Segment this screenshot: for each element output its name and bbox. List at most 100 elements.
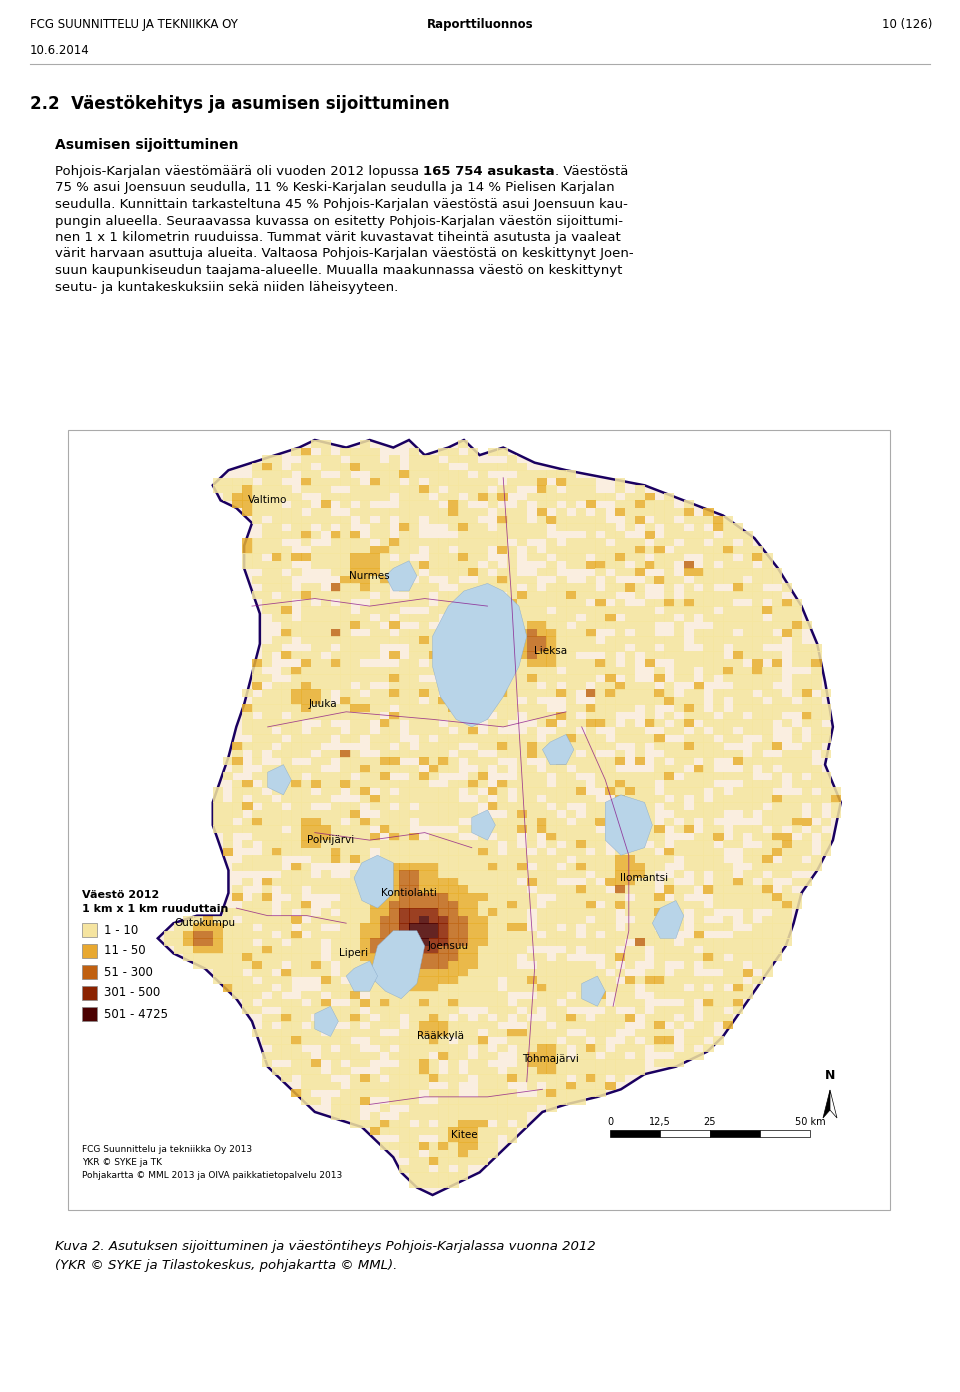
Bar <box>350 976 360 984</box>
Bar <box>301 621 311 629</box>
Bar <box>330 1082 341 1090</box>
Bar <box>330 674 341 682</box>
Bar <box>576 976 587 984</box>
Bar <box>252 576 262 585</box>
Bar <box>732 720 743 728</box>
Bar <box>340 493 350 501</box>
Text: suun kaupunkiseudun taajama-alueelle. Muualla maakunnassa väestö on keskittynyt: suun kaupunkiseudun taajama-alueelle. Mu… <box>55 264 622 277</box>
Bar <box>664 500 675 508</box>
Bar <box>753 636 763 644</box>
Bar <box>203 923 213 931</box>
Bar <box>488 901 498 909</box>
Bar <box>409 901 420 909</box>
Bar <box>458 1134 468 1143</box>
Bar <box>321 885 331 894</box>
Bar <box>615 817 625 825</box>
Bar <box>674 658 684 667</box>
Bar <box>478 1013 488 1022</box>
Bar <box>753 546 763 554</box>
Bar <box>595 984 606 991</box>
Bar <box>242 960 252 969</box>
Bar <box>713 832 724 841</box>
Bar <box>546 832 557 841</box>
Bar <box>252 825 262 832</box>
Bar <box>527 523 537 532</box>
Bar <box>272 636 282 644</box>
Bar <box>704 908 713 916</box>
Bar <box>704 780 713 788</box>
Bar <box>488 493 498 501</box>
Bar <box>732 749 743 757</box>
Bar <box>272 945 282 954</box>
Bar <box>713 592 724 599</box>
Bar <box>811 658 822 667</box>
Bar <box>419 500 429 508</box>
Bar <box>507 599 517 607</box>
Bar <box>566 636 576 644</box>
Bar <box>762 553 773 561</box>
Bar <box>448 576 459 585</box>
Bar <box>713 704 724 713</box>
Bar <box>635 493 645 501</box>
Bar <box>516 462 527 470</box>
Bar <box>635 644 645 651</box>
Bar <box>566 931 576 938</box>
Bar <box>409 515 420 523</box>
Bar <box>635 870 645 878</box>
Bar <box>458 1029 468 1037</box>
Bar <box>291 651 301 660</box>
Bar <box>439 1097 448 1105</box>
Bar <box>762 561 773 569</box>
Bar <box>428 658 439 667</box>
Bar <box>330 704 341 713</box>
Bar <box>291 969 301 977</box>
Bar <box>428 568 439 576</box>
Bar <box>428 795 439 803</box>
Bar <box>242 493 252 501</box>
Bar <box>321 908 331 916</box>
Bar <box>811 697 822 704</box>
Bar <box>762 901 773 909</box>
Bar <box>301 486 311 493</box>
Bar <box>242 508 252 516</box>
Bar <box>340 1112 350 1121</box>
Bar <box>321 825 331 832</box>
Bar <box>792 878 802 885</box>
Bar <box>399 1075 410 1082</box>
Bar <box>174 945 183 954</box>
Bar <box>272 960 282 969</box>
Bar <box>516 470 527 479</box>
Bar <box>272 841 282 848</box>
Bar <box>291 841 301 848</box>
Bar <box>468 1112 478 1121</box>
Bar <box>428 1044 439 1052</box>
Bar <box>507 1134 517 1143</box>
Bar <box>350 901 360 909</box>
Bar <box>664 568 675 576</box>
Bar <box>516 1066 527 1075</box>
Bar <box>772 870 782 878</box>
Bar <box>684 1051 694 1059</box>
Bar <box>458 583 468 592</box>
Bar <box>743 546 753 554</box>
Bar <box>350 1006 360 1015</box>
Bar <box>439 810 448 818</box>
Bar <box>762 720 773 728</box>
Bar <box>693 954 704 962</box>
Bar <box>576 539 587 546</box>
Polygon shape <box>370 931 424 998</box>
Bar <box>291 788 301 795</box>
Bar <box>379 870 390 878</box>
Text: Polvijärvi: Polvijärvi <box>307 835 354 845</box>
Bar <box>281 976 292 984</box>
Bar <box>478 742 488 750</box>
Bar <box>272 523 282 532</box>
Bar <box>330 553 341 561</box>
Bar <box>458 599 468 607</box>
Bar <box>546 561 557 569</box>
Bar <box>556 788 566 795</box>
Bar <box>488 606 498 614</box>
Bar <box>311 727 322 735</box>
Bar <box>458 855 468 863</box>
Bar <box>281 606 292 614</box>
